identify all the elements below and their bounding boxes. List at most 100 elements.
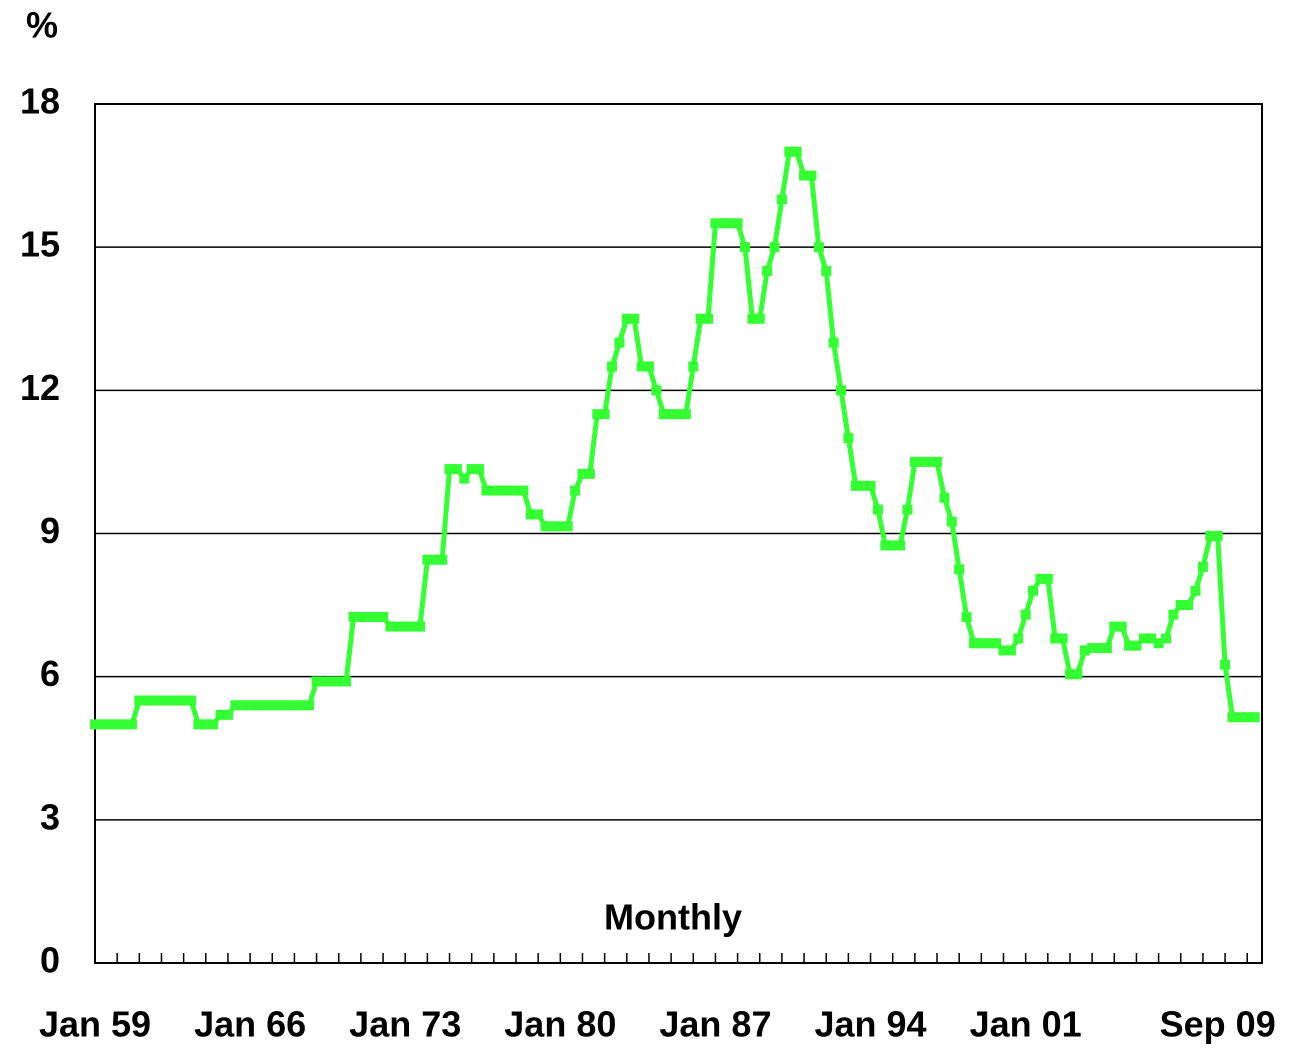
data-marker	[178, 695, 189, 706]
data-marker	[813, 242, 824, 253]
data-marker	[806, 170, 817, 181]
data-marker	[1013, 633, 1024, 644]
data-marker	[739, 242, 750, 253]
data-marker	[1020, 609, 1031, 620]
data-marker	[429, 554, 440, 565]
data-marker	[267, 700, 278, 711]
data-marker	[400, 621, 411, 632]
data-marker	[828, 337, 839, 348]
data-marker	[1109, 621, 1120, 632]
chart-title: %	[26, 5, 58, 46]
data-marker	[1249, 712, 1260, 723]
data-marker	[799, 170, 810, 181]
data-marker	[607, 361, 618, 372]
data-marker	[193, 719, 204, 730]
data-marker	[149, 695, 160, 706]
x-tick-label: Jan 73	[349, 1004, 461, 1045]
data-marker	[666, 409, 677, 420]
data-marker	[1005, 645, 1016, 656]
data-marker	[171, 695, 182, 706]
data-marker	[688, 361, 699, 372]
data-marker	[230, 700, 241, 711]
x-tick-label: Jan 87	[659, 1004, 771, 1045]
data-marker	[769, 242, 780, 253]
data-marker	[1138, 633, 1149, 644]
data-marker	[887, 540, 898, 551]
y-tick-label: 9	[40, 510, 60, 551]
x-tick-label: Jan 80	[504, 1004, 616, 1045]
data-marker	[599, 409, 610, 420]
data-marker	[215, 709, 226, 720]
y-tick-label: 3	[40, 796, 60, 837]
data-marker	[872, 504, 883, 515]
data-marker	[584, 468, 595, 479]
data-marker	[296, 700, 307, 711]
data-marker	[1168, 609, 1179, 620]
data-marker	[1064, 669, 1075, 680]
data-marker	[991, 638, 1002, 649]
data-marker	[762, 266, 773, 277]
data-marker	[1131, 640, 1142, 651]
data-marker	[318, 676, 329, 687]
data-marker	[577, 468, 588, 479]
data-marker	[673, 409, 684, 420]
data-marker	[643, 361, 654, 372]
data-marker	[459, 473, 470, 484]
data-marker	[747, 313, 758, 324]
data-marker	[1160, 633, 1171, 644]
data-marker	[547, 521, 558, 532]
data-marker	[651, 385, 662, 396]
data-marker	[341, 676, 352, 687]
data-marker	[326, 676, 337, 687]
data-marker	[511, 485, 522, 496]
data-line	[95, 149, 1255, 727]
data-marker	[703, 313, 714, 324]
data-marker	[245, 700, 256, 711]
data-marker	[451, 464, 462, 475]
data-marker	[186, 695, 197, 706]
x-tick-label: Jan 66	[194, 1004, 306, 1045]
data-marker	[791, 146, 802, 157]
data-marker	[902, 504, 913, 515]
data-marker	[496, 485, 507, 496]
x-tick-label: Jan 01	[970, 1004, 1082, 1045]
data-marker	[252, 700, 263, 711]
y-tick-label: 12	[20, 367, 60, 408]
data-marker	[1094, 643, 1105, 654]
data-marker	[488, 485, 499, 496]
data-marker	[776, 194, 787, 205]
x-tick-label: Sep 09	[1160, 1004, 1276, 1045]
data-marker	[134, 695, 145, 706]
data-marker	[680, 409, 691, 420]
data-marker	[141, 695, 152, 706]
data-marker	[1153, 638, 1164, 649]
y-tick-label: 0	[40, 940, 60, 981]
data-marker	[1035, 573, 1046, 584]
x-tick-label: Jan 59	[39, 1004, 151, 1045]
data-marker	[895, 540, 906, 551]
data-marker	[518, 485, 529, 496]
plot-frame	[94, 103, 1263, 964]
data-marker	[954, 564, 965, 575]
annotation: Monthly	[604, 897, 742, 938]
data-marker	[156, 695, 167, 706]
x-tick-label: Jan 94	[814, 1004, 926, 1045]
data-marker	[1190, 585, 1201, 596]
data-marker	[1205, 530, 1216, 541]
data-marker	[1087, 643, 1098, 654]
data-marker	[466, 464, 477, 475]
data-marker	[976, 638, 987, 649]
data-marker	[200, 719, 211, 730]
data-marker	[570, 485, 581, 496]
data-marker	[821, 266, 832, 277]
data-marker	[533, 509, 544, 520]
data-marker	[946, 516, 957, 527]
data-marker	[917, 456, 928, 467]
data-marker	[968, 638, 979, 649]
data-marker	[1116, 621, 1127, 632]
data-marker	[437, 554, 448, 565]
data-marker	[865, 480, 876, 491]
data-marker	[481, 485, 492, 496]
data-marker	[932, 456, 943, 467]
